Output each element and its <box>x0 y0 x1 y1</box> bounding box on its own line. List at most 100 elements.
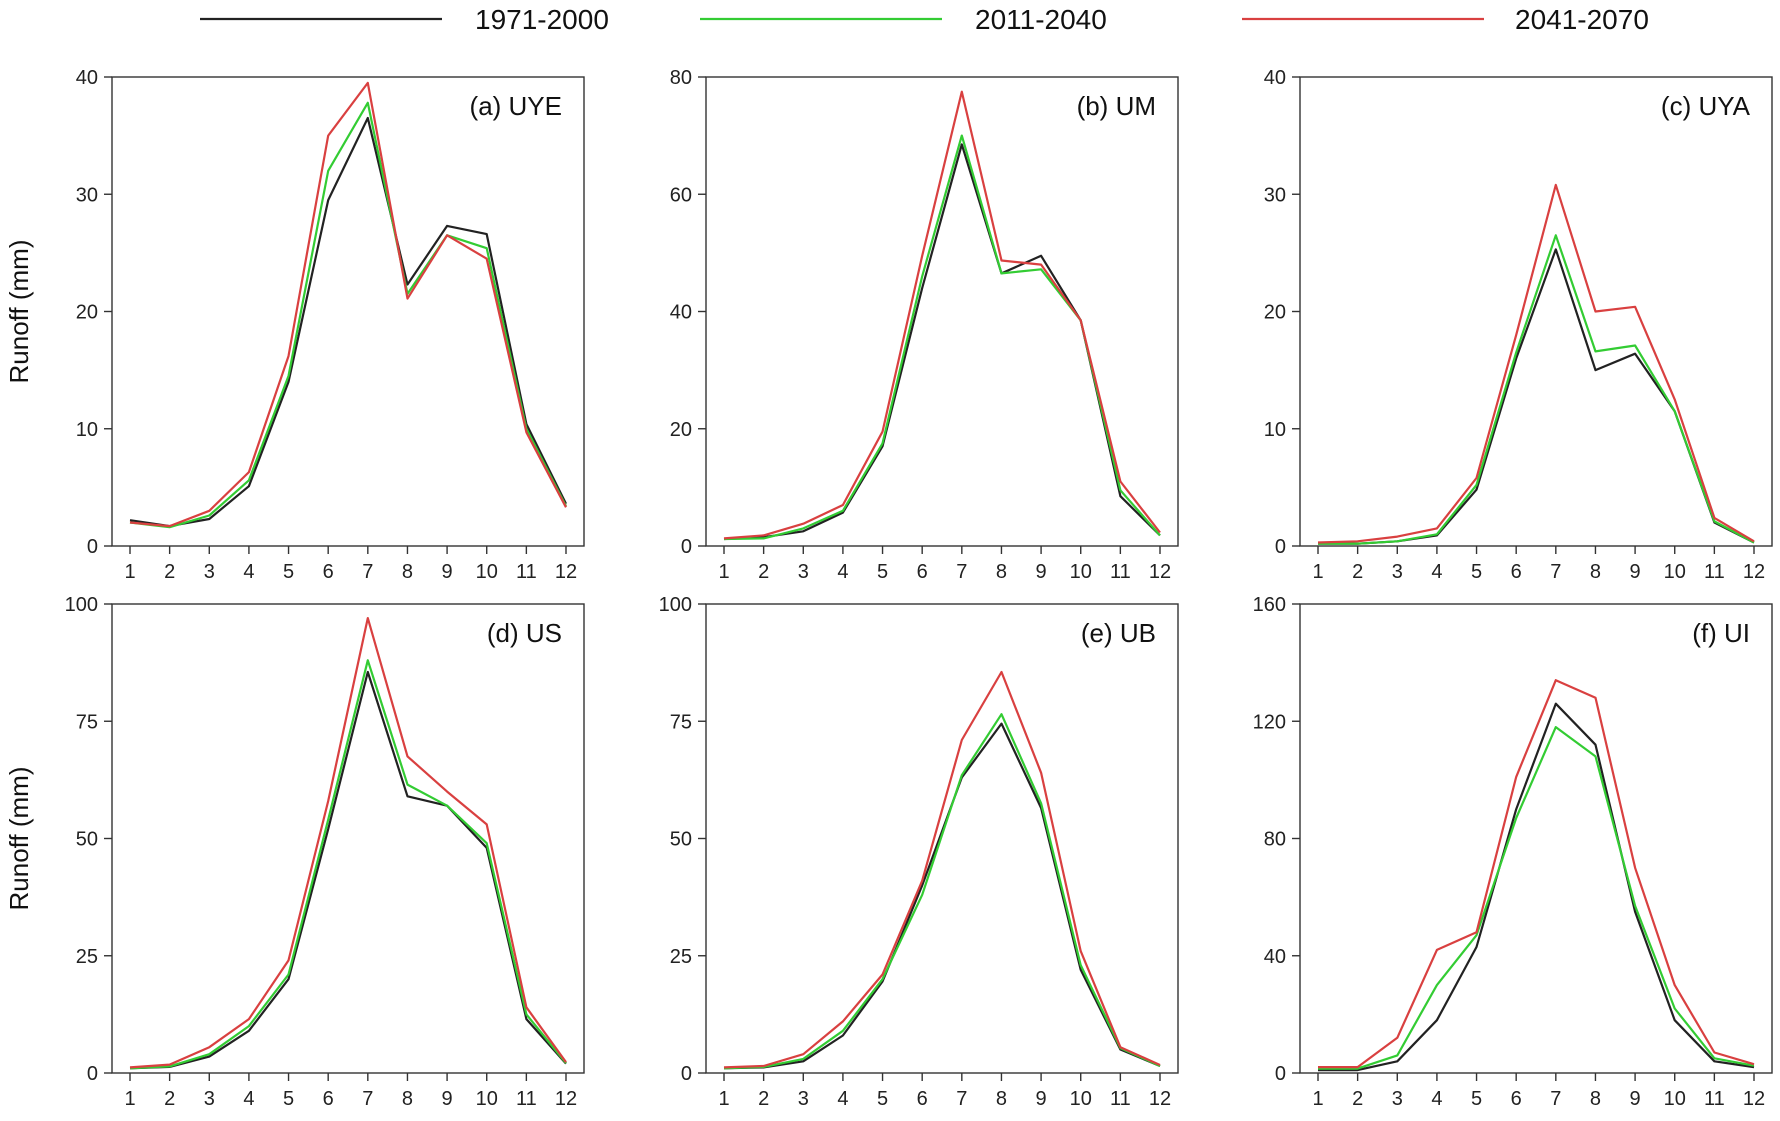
x-tick-label: 9 <box>1036 1088 1047 1110</box>
y-tick-label: 20 <box>670 419 692 441</box>
x-tick-label: 1 <box>124 1088 135 1110</box>
series-line-2041-2070 <box>1317 183 1755 544</box>
y-tick-label: 10 <box>76 419 98 441</box>
x-tick-label: 11 <box>1110 561 1131 583</box>
plot-frame <box>705 603 1179 1074</box>
y-tick-label: 0 <box>1275 1063 1286 1085</box>
x-tick-label: 1 <box>1312 1088 1323 1110</box>
y-tick-label: 160 <box>1253 594 1286 616</box>
x-tick-label: 5 <box>283 1088 294 1110</box>
x-tick-label: 3 <box>798 1088 809 1110</box>
x-tick-label: 10 <box>1664 561 1686 583</box>
x-tick-label: 6 <box>917 1088 928 1110</box>
x-tick-label: 12 <box>1149 1088 1171 1110</box>
y-tick-label: 25 <box>670 946 692 968</box>
series-line-2011-2040 <box>129 659 567 1070</box>
legend-item-2: 2041-2070 <box>1242 4 1649 35</box>
y-tick-label: 120 <box>1253 711 1286 733</box>
x-tick-label: 4 <box>1431 561 1442 583</box>
x-tick-label: 11 <box>1704 1088 1725 1110</box>
x-tick-label: 2 <box>758 561 769 583</box>
panel-title: (b) UM <box>1077 91 1156 121</box>
x-tick-label: 3 <box>798 561 809 583</box>
series-line-2041-2070 <box>723 90 1161 540</box>
x-tick-label: 12 <box>555 561 577 583</box>
panel-title: (e) UB <box>1081 618 1156 648</box>
x-tick-label: 10 <box>476 1088 498 1110</box>
x-tick-label: 11 <box>516 561 537 583</box>
plot-frame <box>111 76 585 547</box>
series-line-1971-2000 <box>1318 702 1755 1072</box>
x-tick-label: 12 <box>555 1088 577 1110</box>
x-tick-label: 4 <box>243 561 254 583</box>
legend-label: 2041-2070 <box>1515 4 1649 35</box>
y-tick-label: 40 <box>1264 67 1286 89</box>
x-tick-label: 4 <box>837 1088 848 1110</box>
x-tick-label: 1 <box>124 561 135 583</box>
panel-title: (c) UYA <box>1661 91 1751 121</box>
x-tick-label: 8 <box>996 1088 1007 1110</box>
x-tick-label: 10 <box>476 561 498 583</box>
series-line-2041-2070 <box>723 670 1161 1069</box>
x-tick-label: 2 <box>1352 1088 1363 1110</box>
legend-label: 2011-2040 <box>975 4 1107 35</box>
x-tick-label: 2 <box>1352 561 1363 583</box>
x-tick-label: 3 <box>1392 1088 1403 1110</box>
x-tick-label: 3 <box>1392 561 1403 583</box>
y-tick-label: 0 <box>87 1063 98 1085</box>
x-tick-label: 9 <box>442 1088 453 1110</box>
x-tick-label: 7 <box>1550 1088 1561 1110</box>
x-tick-label: 9 <box>1630 561 1641 583</box>
y-tick-label: 60 <box>670 184 692 206</box>
x-tick-label: 9 <box>1036 561 1047 583</box>
y-tick-label: 75 <box>670 711 692 733</box>
x-tick-label: 6 <box>323 561 334 583</box>
y-tick-label: 0 <box>681 536 692 558</box>
x-tick-label: 9 <box>1630 1088 1641 1110</box>
x-tick-label: 3 <box>204 1088 215 1110</box>
x-tick-label: 6 <box>1511 1088 1522 1110</box>
series-line-2041-2070 <box>129 616 567 1069</box>
x-tick-label: 10 <box>1070 561 1092 583</box>
legend-label: 1971-2000 <box>475 4 609 35</box>
x-tick-label: 2 <box>164 1088 175 1110</box>
x-tick-label: 5 <box>877 561 888 583</box>
legend: 1971-2000 2011-2040 2041-2070 <box>200 4 1649 35</box>
series-line-2041-2070 <box>1318 679 1755 1069</box>
x-tick-label: 5 <box>1471 561 1482 583</box>
x-tick-label: 6 <box>1511 561 1522 583</box>
x-tick-label: 1 <box>718 561 729 583</box>
plot-frame <box>705 76 1179 547</box>
x-tick-label: 7 <box>362 561 373 583</box>
panel-title: (f) UI <box>1692 618 1750 648</box>
series-line-2011-2040 <box>723 713 1161 1070</box>
x-tick-label: 7 <box>956 561 967 583</box>
y-tick-label: 20 <box>1264 302 1286 324</box>
x-tick-label: 1 <box>1312 561 1323 583</box>
x-tick-label: 5 <box>283 561 294 583</box>
y-tick-label: 0 <box>87 536 98 558</box>
x-tick-label: 11 <box>516 1088 537 1110</box>
y-tick-label: 0 <box>681 1063 692 1085</box>
x-tick-label: 8 <box>996 561 1007 583</box>
x-tick-label: 10 <box>1664 1088 1686 1110</box>
series-line-2041-2070 <box>129 81 567 528</box>
plot-frame <box>111 603 585 1074</box>
x-tick-label: 12 <box>1743 561 1765 583</box>
x-tick-label: 7 <box>362 1088 373 1110</box>
y-tick-label: 75 <box>76 711 98 733</box>
x-tick-label: 8 <box>1590 1088 1601 1110</box>
x-tick-label: 7 <box>956 1088 967 1110</box>
y-tick-label: 100 <box>659 594 692 616</box>
series-line-1971-2000 <box>129 116 567 528</box>
y-tick-label: 30 <box>1264 184 1286 206</box>
x-tick-label: 10 <box>1070 1088 1092 1110</box>
x-tick-label: 12 <box>1743 1088 1765 1110</box>
